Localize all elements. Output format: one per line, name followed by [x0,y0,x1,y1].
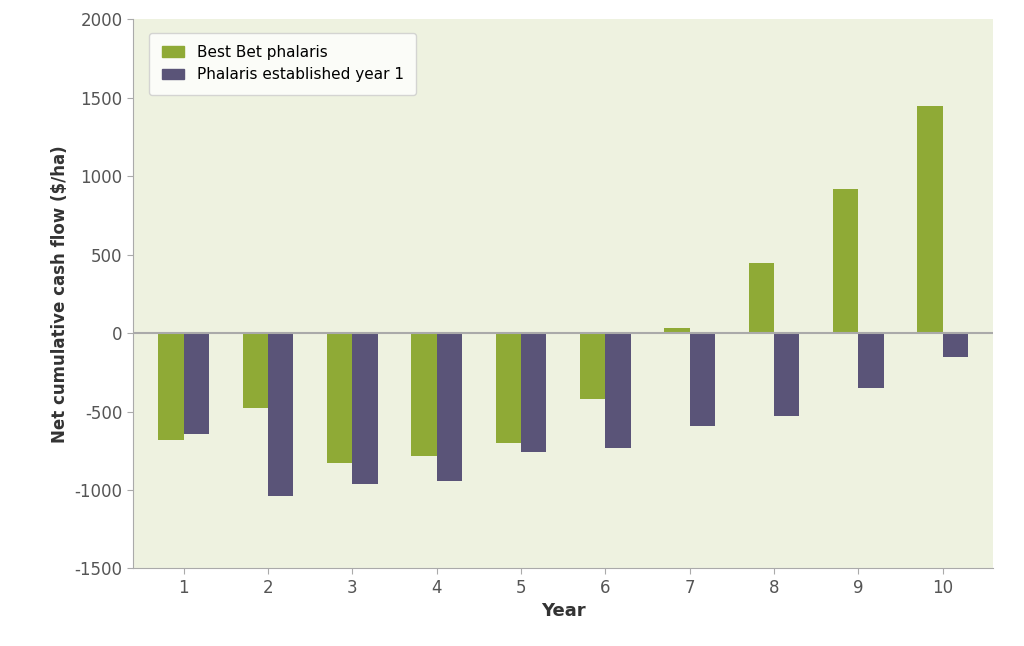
Bar [580,333,605,399]
Bar [858,333,884,388]
Bar [918,106,943,333]
Bar [774,333,800,416]
Bar [268,333,293,496]
Bar [412,333,436,455]
Bar [665,328,690,333]
Bar [605,333,631,448]
Bar [327,333,352,463]
Bar [834,189,858,333]
X-axis label: Year: Year [541,603,586,620]
Bar [943,333,968,357]
Legend: Best Bet phalaris, Phalaris established year 1: Best Bet phalaris, Phalaris established … [150,32,416,94]
Bar [749,262,774,333]
Bar [159,333,183,440]
Bar [183,333,209,433]
Bar [436,333,462,481]
Y-axis label: Net cumulative cash flow ($/ha): Net cumulative cash flow ($/ha) [51,145,70,443]
Bar [521,333,547,452]
Bar [243,333,268,408]
Bar [496,333,521,443]
Bar [690,333,715,426]
Bar [352,333,378,484]
